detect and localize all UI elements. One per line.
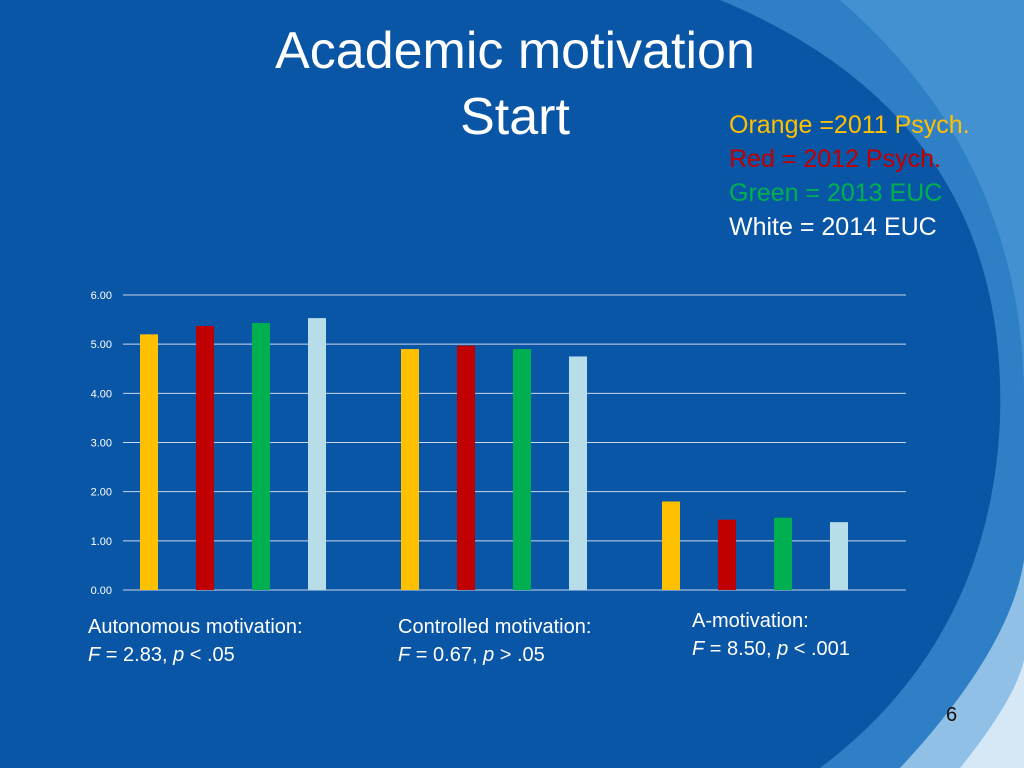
- bar-category-1-series-1: [457, 345, 475, 590]
- bar-category-2-series-2: [774, 517, 792, 590]
- bar-category-1-series-0: [401, 349, 419, 590]
- y-tick-label: 1.00: [91, 536, 112, 548]
- stat-controlled-f-symbol: F: [398, 644, 411, 666]
- page-number: 6: [946, 704, 958, 726]
- stat-autonomous-f-symbol: F: [88, 644, 101, 666]
- bar-category-1-series-2: [513, 349, 531, 590]
- stat-amotivation: A-motivation: F = 8.50, p < .001: [692, 607, 850, 663]
- slide-title-line-2: Start: [460, 88, 570, 146]
- stat-amotivation-result: F = 8.50, p < .001: [692, 635, 850, 663]
- legend-entry-2012: Red = 2012 Psych.: [729, 145, 941, 173]
- slide-title-line-1: Academic motivation: [275, 22, 755, 80]
- stat-autonomous-title: Autonomous motivation:: [88, 616, 303, 638]
- legend-entry-2014: White = 2014 EUC: [729, 213, 937, 241]
- bar-category-0-series-1: [196, 325, 214, 590]
- stat-autonomous-p-value: < .05: [184, 644, 235, 666]
- stat-controlled-p-symbol: p: [483, 644, 495, 666]
- y-tick-label: 6.00: [91, 290, 112, 302]
- y-tick-label: 4.00: [91, 388, 112, 400]
- legend: Orange =2011 Psych. Red = 2012 Psych. Gr…: [729, 108, 970, 244]
- slide-title: Academic motivation Start: [160, 18, 870, 150]
- stat-autonomous: Autonomous motivation: F = 2.83, p < .05: [88, 613, 303, 669]
- stat-autonomous-f-value: = 2.83,: [100, 644, 174, 666]
- bar-category-2-series-3: [830, 522, 848, 590]
- y-tick-label: 5.00: [91, 339, 112, 351]
- y-tick-label: 0.00: [91, 585, 112, 597]
- stat-controlled: Controlled motivation: F = 0.67, p > .05: [398, 613, 591, 669]
- bar-category-1-series-3: [569, 356, 587, 590]
- bar-category-2-series-0: [662, 501, 680, 590]
- legend-entry-2011: Orange =2011 Psych.: [729, 111, 970, 139]
- bar-category-0-series-0: [140, 334, 158, 590]
- y-tick-label: 3.00: [91, 438, 112, 450]
- stat-amotivation-title: A-motivation:: [692, 610, 809, 632]
- stat-amotivation-f-symbol: F: [692, 638, 705, 660]
- legend-entry-2013: Green = 2013 EUC: [729, 179, 943, 207]
- y-tick-label: 2.00: [91, 487, 112, 499]
- bar-category-0-series-3: [308, 318, 326, 590]
- stat-controlled-title: Controlled motivation:: [398, 616, 592, 638]
- stat-autonomous-result: F = 2.83, p < .05: [88, 641, 303, 669]
- stat-amotivation-p-symbol: p: [777, 638, 789, 660]
- stat-autonomous-p-symbol: p: [173, 644, 185, 666]
- stat-amotivation-p-value: < .001: [788, 638, 850, 660]
- stat-controlled-f-value: = 0.67,: [410, 644, 484, 666]
- bar-category-0-series-2: [252, 323, 270, 590]
- stat-controlled-result: F = 0.67, p > .05: [398, 641, 591, 669]
- bar-category-2-series-1: [718, 519, 736, 590]
- stat-controlled-p-value: > .05: [494, 644, 545, 666]
- stat-amotivation-f-value: = 8.50,: [704, 638, 778, 660]
